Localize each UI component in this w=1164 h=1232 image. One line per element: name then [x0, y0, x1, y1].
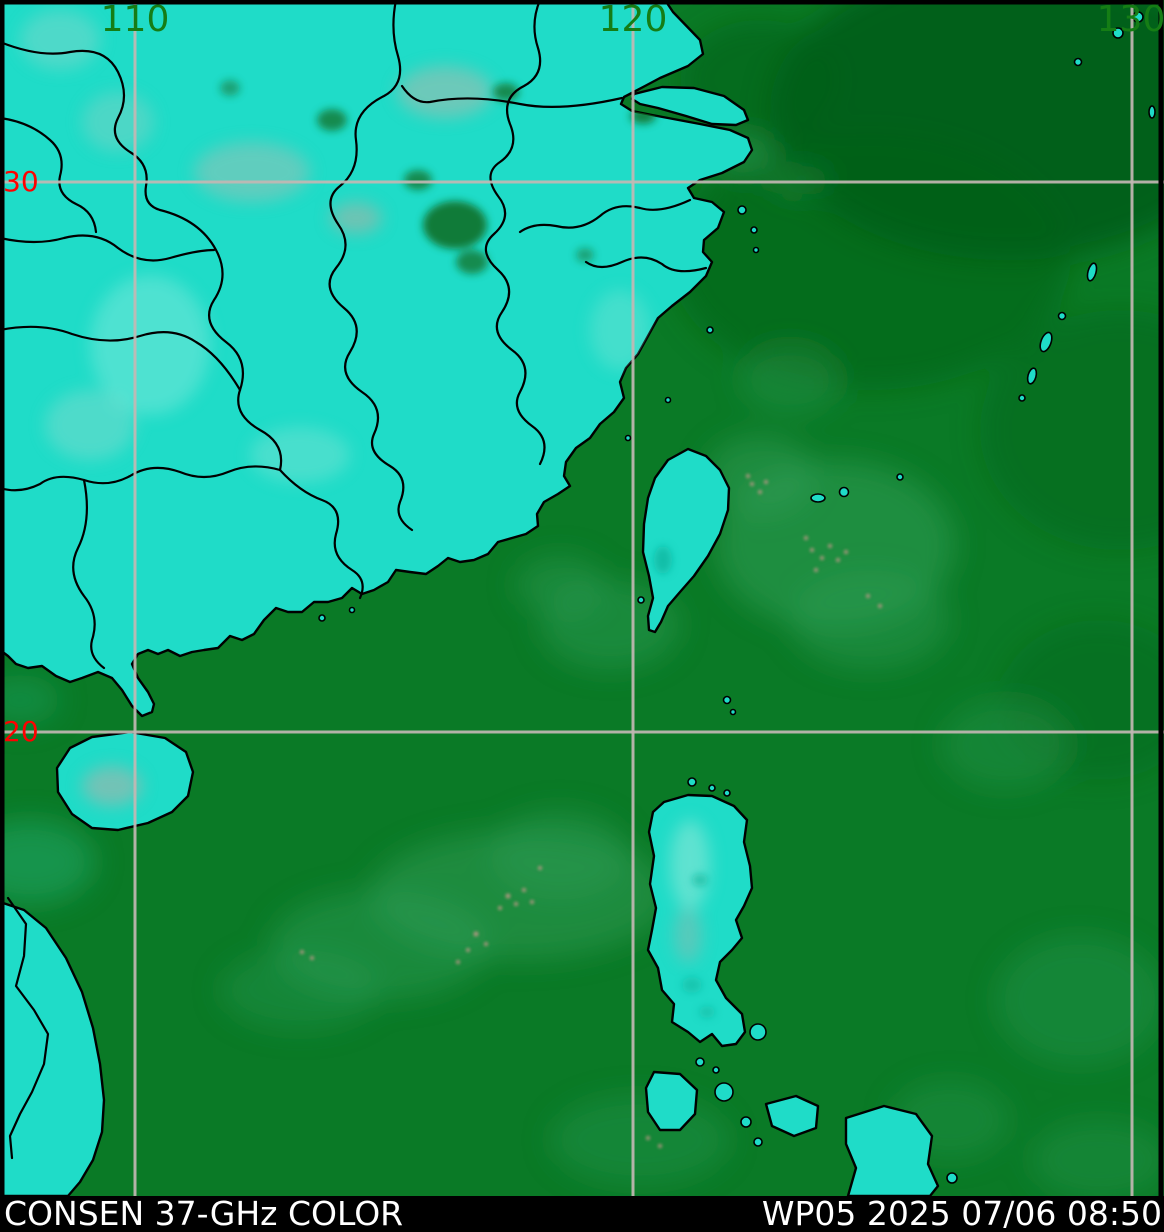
- status-bar: CONSEN 37-GHz COLOR WP05 2025 07/06 08:5…: [0, 1196, 1164, 1232]
- okinawa-chain: [1086, 262, 1098, 282]
- yaeyama-islands: [810, 493, 826, 503]
- islet: [706, 326, 714, 334]
- lon-label-120: 120: [599, 0, 668, 40]
- batanes-islands: [722, 695, 732, 705]
- islet: [624, 434, 632, 442]
- islet: [1148, 105, 1156, 119]
- islet: [1026, 367, 1038, 385]
- marinduque-island: [714, 1082, 734, 1102]
- islet: [1018, 394, 1026, 402]
- lat-label-30: 30: [3, 165, 39, 198]
- landmasses: [0, 0, 1156, 1196]
- islet: [740, 1116, 752, 1128]
- ocean-shading: [0, 0, 1164, 1196]
- political-boundaries: [0, 0, 708, 1160]
- map-border: [0, 0, 1164, 1196]
- grid-labels: 110 120 130 30 20: [3, 0, 1164, 748]
- babuyan-islands: [687, 777, 697, 787]
- islet: [752, 246, 760, 254]
- islet: [838, 486, 850, 498]
- islet: [723, 789, 731, 797]
- lat-label-20: 20: [3, 715, 39, 748]
- penghu-islands: [637, 596, 645, 604]
- product-title: CONSEN 37-GHz COLOR: [4, 1194, 404, 1232]
- masbate-island: [764, 1094, 820, 1138]
- islet: [712, 1066, 720, 1074]
- islet: [896, 473, 904, 481]
- islet: [1112, 27, 1124, 39]
- storm-id-timestamp: WP05 2025 07/06 08:50: [761, 1194, 1162, 1232]
- islet: [708, 784, 716, 792]
- catanduanes-island: [749, 1023, 767, 1041]
- islet: [946, 1172, 958, 1184]
- islet: [695, 1057, 705, 1067]
- islet: [1057, 311, 1067, 321]
- lon-label-130: 130: [1097, 0, 1164, 40]
- zhoushan-islands: [737, 205, 747, 215]
- latlon-grid: [0, 0, 1164, 1196]
- islet: [750, 226, 758, 234]
- islet: [318, 614, 326, 622]
- lon-label-110: 110: [101, 0, 170, 40]
- microwave-map: 110 120 130 30 20: [0, 0, 1164, 1196]
- islet: [753, 1137, 763, 1147]
- chongming-island: [630, 85, 750, 127]
- islet: [348, 606, 356, 614]
- convection-speckles: [300, 474, 882, 1148]
- islet: [1039, 331, 1053, 353]
- samar-island: [844, 1104, 940, 1196]
- islet: [664, 396, 672, 404]
- islet: [1073, 57, 1083, 67]
- map-canvas: 110 120 130 30 20: [0, 0, 1164, 1196]
- islet: [729, 708, 737, 716]
- mindoro-island: [644, 1070, 699, 1132]
